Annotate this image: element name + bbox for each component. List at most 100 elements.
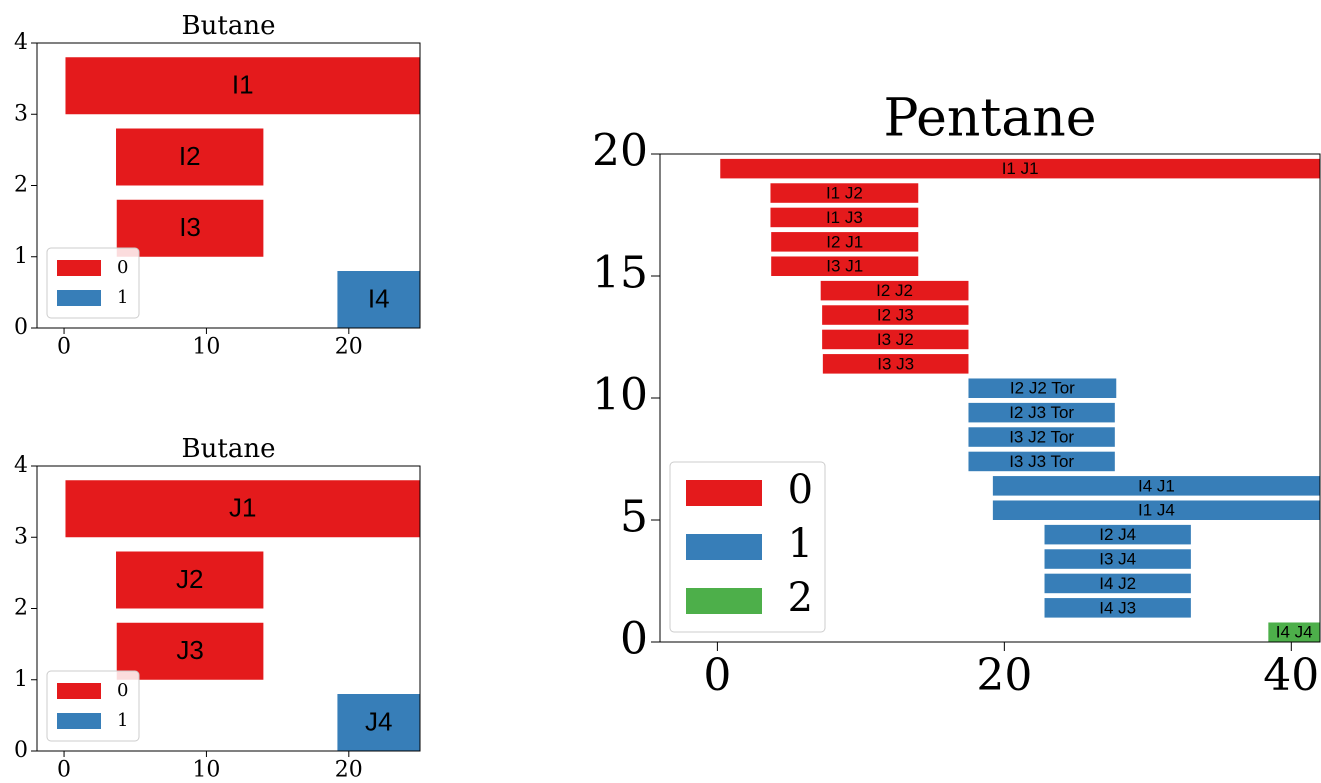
bar-label: I3 J3 Tor (1009, 452, 1074, 471)
y-tick-label: 0 (14, 315, 28, 340)
bar (992, 476, 1320, 496)
legend-swatch (686, 534, 762, 560)
chart-title: Pentane (883, 88, 1096, 148)
x-tick-label: 20 (335, 758, 363, 783)
y-tick-label: 15 (592, 248, 648, 299)
bar-label: I2 J4 (1099, 525, 1136, 544)
bar-label: I3 J1 (826, 257, 863, 276)
y-tick-label: 1 (14, 244, 28, 269)
bar (1268, 622, 1320, 642)
bar (337, 271, 420, 328)
x-tick-label: 20 (335, 335, 363, 360)
bar (771, 232, 919, 252)
bar (65, 57, 420, 115)
bar-label: I3 J2 (877, 330, 914, 349)
bar-label: I3 J4 (1099, 550, 1136, 569)
y-tick-label: 20 (592, 126, 648, 177)
bar (1044, 549, 1191, 569)
x-tick-label: 10 (192, 335, 220, 360)
y-tick-label: 3 (14, 524, 28, 549)
x-tick-label: 10 (192, 758, 220, 783)
legend-swatch (57, 290, 101, 306)
x-tick-label: 20 (976, 650, 1032, 701)
bar (65, 480, 420, 538)
bar-label: I3 J3 (877, 354, 914, 373)
bar (992, 500, 1320, 520)
bar (116, 622, 264, 680)
legend: 01 (46, 670, 140, 742)
bar (337, 694, 420, 751)
y-tick-label: 2 (14, 173, 28, 198)
bar-labels: I1 I2 I3 I4 (179, 70, 390, 314)
bar-label: J4 (365, 706, 392, 736)
bar-label: I4 J2 (1099, 574, 1136, 593)
y-tick-label: 5 (620, 492, 648, 543)
plot-area (720, 158, 1320, 642)
legend-label: 0 (788, 467, 813, 513)
legend-swatch (57, 683, 101, 699)
bar (968, 427, 1115, 447)
y-tick-label: 0 (14, 738, 28, 763)
x-tick-label: 0 (57, 758, 71, 783)
legend: 01 (46, 247, 140, 319)
y-tick-label: 1 (14, 667, 28, 692)
bar-labels: J1 J2 J3 J4 (176, 493, 392, 737)
bar-label: I2 J2 Tor (1010, 379, 1075, 398)
bar-label: I1 J4 (1138, 501, 1175, 520)
bar-label: I3 (179, 212, 201, 242)
bar-label: I2 J2 (876, 281, 913, 300)
bar (968, 378, 1117, 398)
y-tick-label: 2 (14, 596, 28, 621)
bar (1044, 524, 1191, 545)
legend-label: 1 (117, 710, 128, 731)
bar-label: I4 J1 (1138, 476, 1175, 495)
bar (1044, 598, 1191, 618)
legend-swatch (57, 713, 101, 729)
legend-swatch (686, 588, 762, 614)
bar-label: I1 (232, 70, 254, 100)
legend: 0 1 2 (669, 461, 826, 633)
bar (116, 199, 264, 257)
bar-label: I2 J3 Tor (1009, 403, 1074, 422)
bar-label: I4 J4 (1276, 623, 1313, 642)
y-tick-label: 3 (14, 101, 28, 126)
y-tick-label: 0 (620, 614, 648, 665)
bar-label: I1 J1 (1002, 159, 1039, 178)
legend-label: 0 (117, 257, 128, 278)
chart-title: Butane (182, 11, 276, 41)
bar (822, 354, 969, 374)
chart: Pentane I1 J1 I1 J2 I1 J3 I2 J1 I3 J1 I2 J2 I2 … (592, 88, 1321, 701)
bar-label: I1 J2 (826, 184, 863, 203)
bar (116, 551, 264, 609)
legend-label: 0 (117, 680, 128, 701)
x-tick-label: 0 (57, 335, 71, 360)
plot-area (65, 480, 420, 751)
bar (116, 128, 264, 186)
bar (1044, 573, 1191, 594)
legend-swatch (686, 480, 762, 506)
bar-label: J1 (229, 493, 256, 523)
x-tick-label: 0 (703, 650, 731, 701)
bar-labels: I1 J1 I1 J2 I1 J3 I2 J1 I3 J1 I2 J2 I2 J3 I3 J2… (826, 159, 1313, 642)
bar (771, 256, 919, 276)
legend-label: 1 (117, 287, 128, 308)
bar-label: J2 (176, 564, 203, 594)
bar (968, 451, 1115, 472)
bar-label: J3 (176, 635, 203, 665)
x-tick-label: 40 (1263, 650, 1319, 701)
y-tick-label: 10 (592, 370, 648, 421)
bar (770, 207, 919, 228)
bar (968, 402, 1115, 423)
legend-label: 2 (788, 575, 813, 621)
bar (770, 183, 919, 203)
plot-area (65, 57, 420, 328)
y-tick-label: 4 (14, 30, 28, 55)
bar-label: I3 J2 Tor (1009, 428, 1074, 447)
chart-title: Butane (182, 434, 276, 464)
bar (822, 329, 969, 350)
bar-label: I1 J3 (826, 208, 863, 227)
bar-label: I2 (179, 141, 201, 171)
